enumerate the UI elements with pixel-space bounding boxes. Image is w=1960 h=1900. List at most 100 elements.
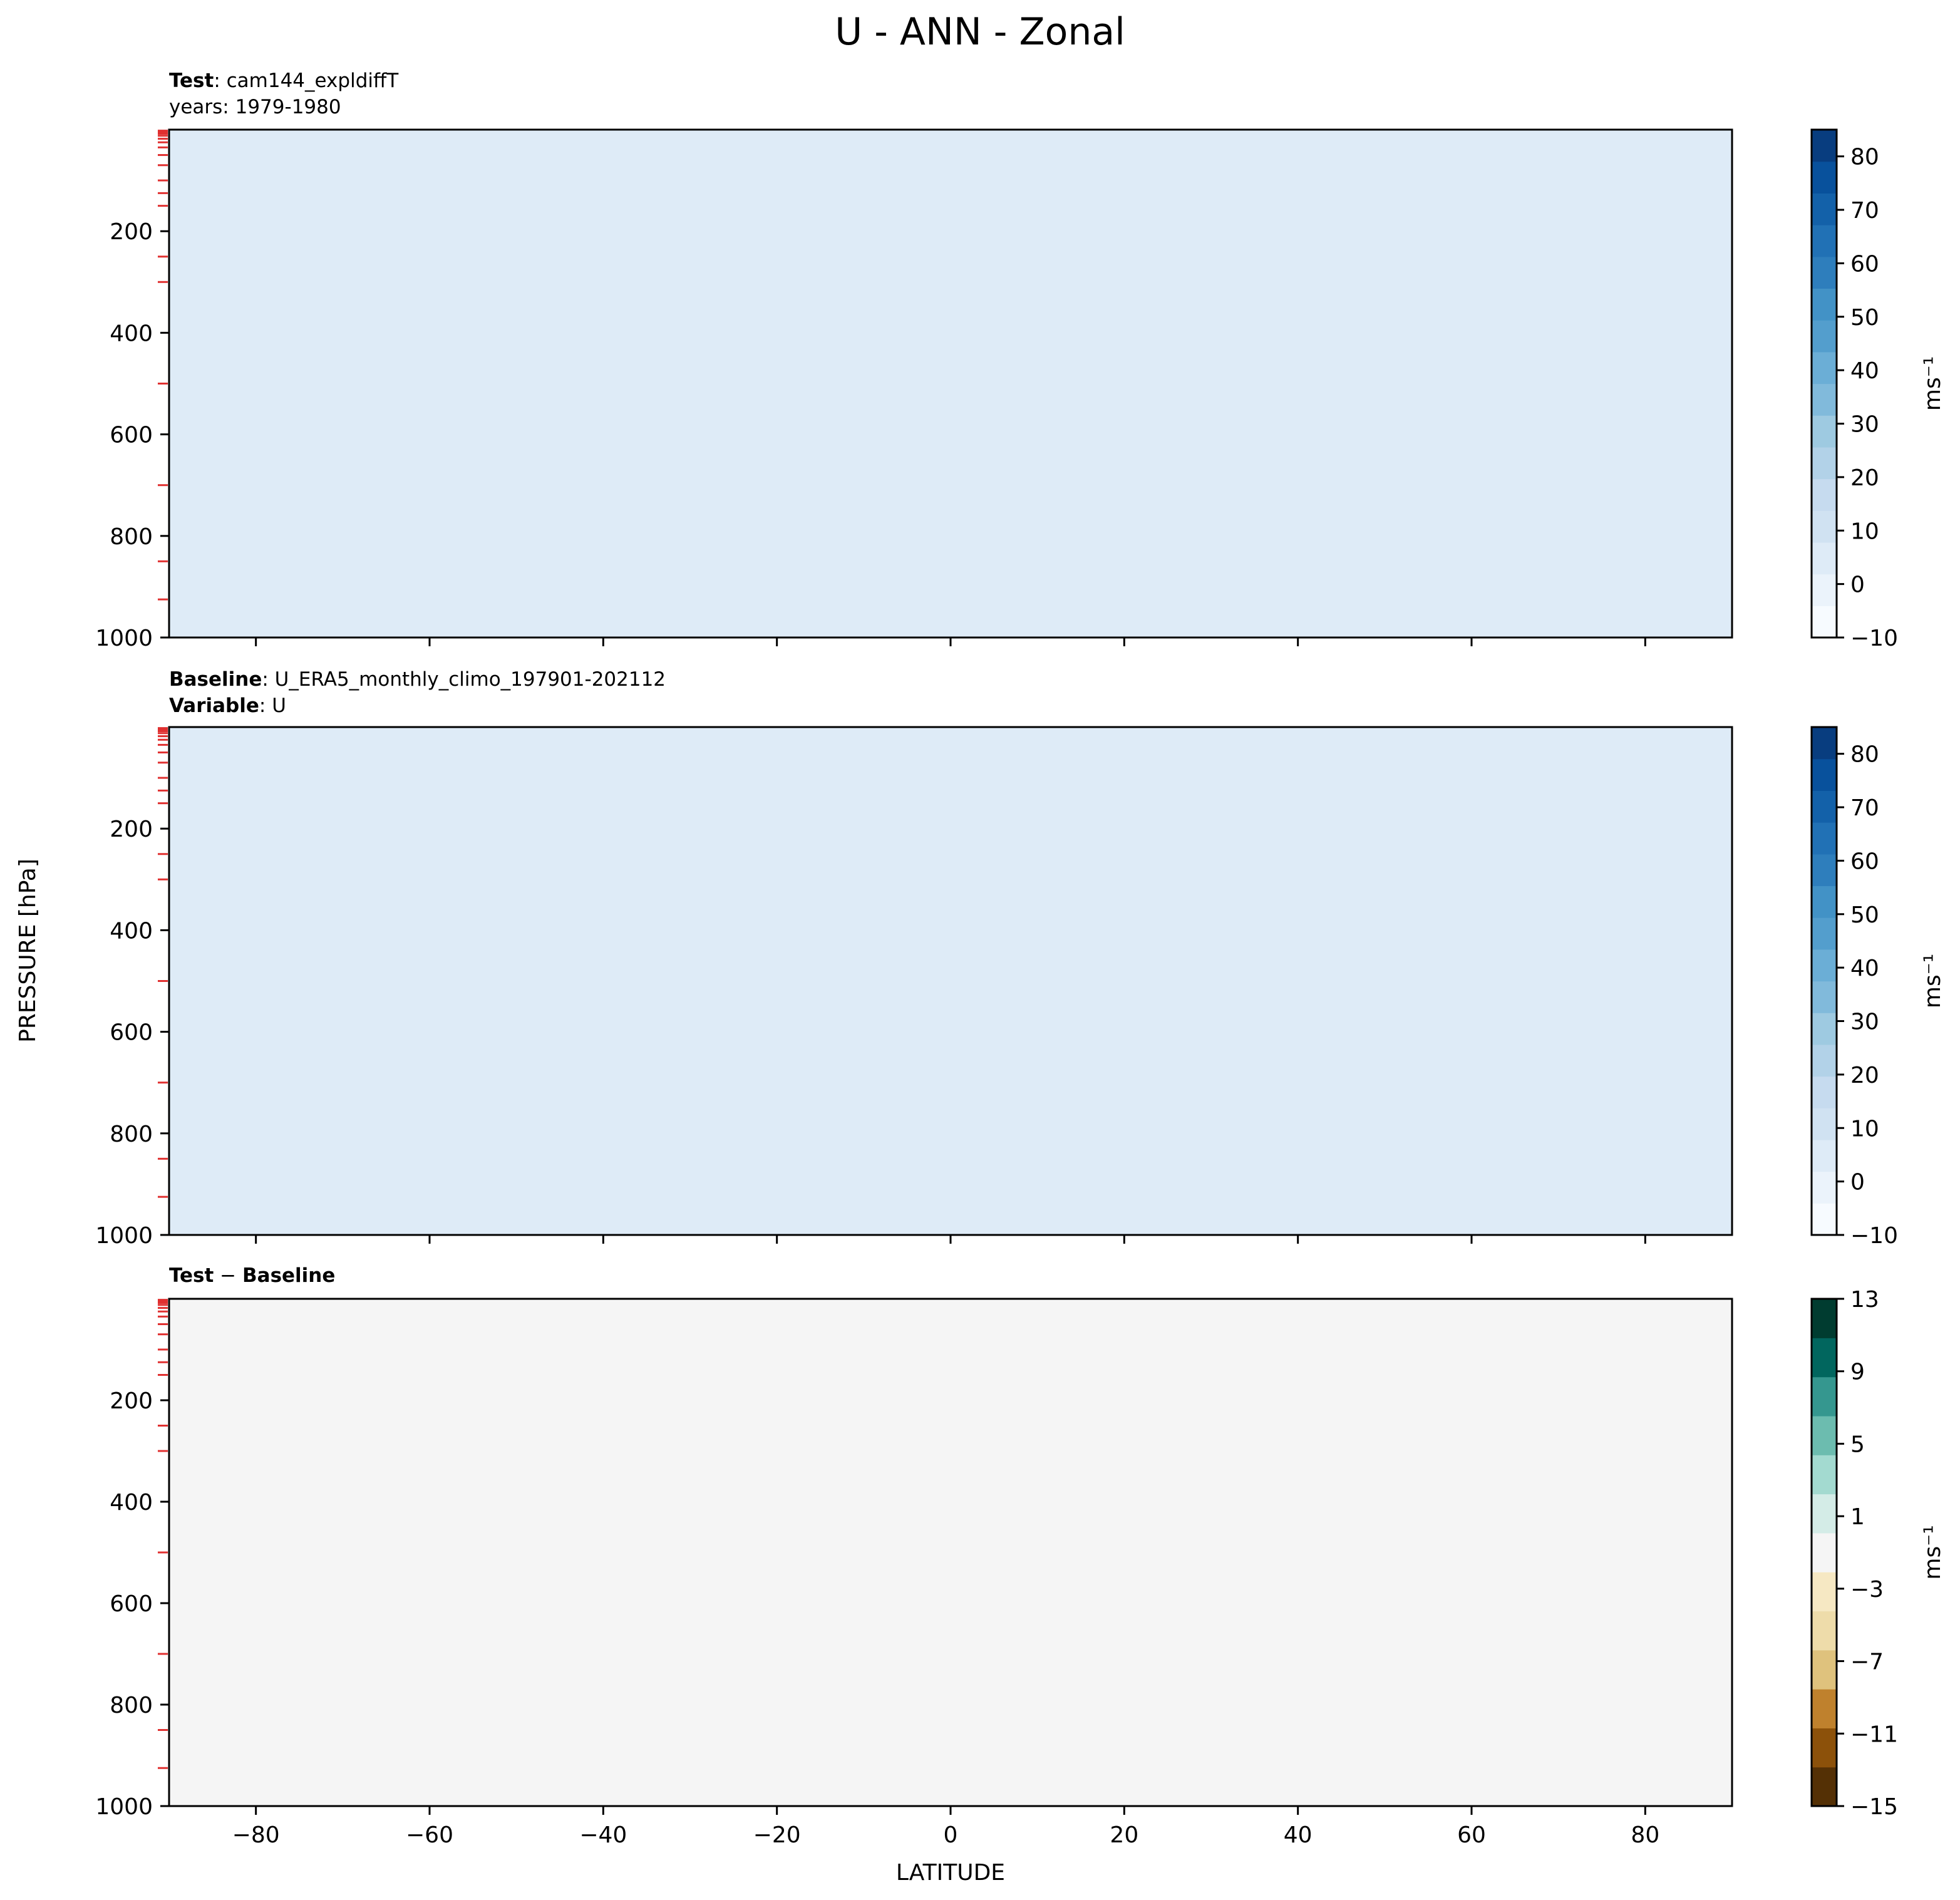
colorbar-swatch [1812, 478, 1837, 511]
y-tick-label: 200 [110, 817, 153, 842]
variable-label: Variable [169, 694, 259, 717]
colorbar-tick-label: 30 [1850, 412, 1879, 438]
diff-label-test: Test [169, 1264, 214, 1287]
colorbar-swatch [1812, 1376, 1837, 1417]
contour-region [169, 727, 1732, 1235]
contour-region [169, 1299, 1732, 1806]
x-tick-label: 20 [1110, 1822, 1138, 1848]
colorbar-swatch [1812, 1728, 1837, 1768]
x-tick-label: 0 [944, 1822, 958, 1848]
colorbar-swatch [1812, 1299, 1837, 1338]
colorbar-label: ms⁻¹ [1920, 954, 1946, 1008]
colorbar-tick-label: 1 [1850, 1504, 1865, 1530]
colorbar-tick-label: −10 [1850, 1223, 1898, 1249]
colorbar-swatch [1812, 574, 1837, 606]
baseline-subtitle: Baseline: U_ERA5_monthly_climo_197901-20… [169, 666, 666, 719]
test-case-name: : cam144_expldiffT [214, 70, 399, 92]
colorbar-swatch [1812, 1532, 1837, 1572]
x-tick-label: 80 [1631, 1822, 1659, 1848]
x-tick-label: −20 [753, 1822, 801, 1848]
colorbar-tick-label: 0 [1850, 572, 1865, 598]
x-tick-label: 60 [1457, 1822, 1486, 1848]
colorbar-swatch [1812, 320, 1837, 353]
colorbar-swatch [1812, 885, 1837, 918]
panel-2: 200 400 600 800 1000 −10 0 10 20 30 40 50 60 70 80 ms⁻¹ [95, 726, 1946, 1249]
x-axis-label: LATITUDE [896, 1860, 1005, 1886]
colorbar-swatch [1812, 1689, 1837, 1728]
contour-field [169, 727, 1732, 1235]
colorbar-swatch [1812, 1013, 1837, 1045]
colorbar-tick-label: 20 [1850, 465, 1879, 491]
x-tick-label: −60 [406, 1822, 453, 1848]
baseline-file-name: : U_ERA5_monthly_climo_197901-202112 [262, 668, 666, 691]
colorbar-swatch [1812, 1650, 1837, 1690]
colorbar-swatch [1812, 383, 1837, 416]
colorbar-swatch [1812, 1076, 1837, 1108]
colorbar-tick-label: 50 [1850, 902, 1879, 928]
test-years: years: 1979-1980 [169, 96, 341, 118]
colorbar-swatch [1812, 1108, 1837, 1140]
colorbar-swatch [1812, 606, 1837, 638]
x-tick-label: −80 [232, 1822, 280, 1848]
colorbar-label: ms⁻¹ [1920, 356, 1946, 411]
colorbar-swatch [1812, 130, 1837, 162]
colorbar-swatch [1812, 1767, 1837, 1807]
colorbar-tick-label: 10 [1850, 1116, 1879, 1142]
colorbar-swatch [1812, 1455, 1837, 1495]
test-label: Test [169, 70, 214, 92]
colorbar-swatch [1812, 1139, 1837, 1172]
variable-name: : U [259, 694, 286, 717]
colorbar-swatch [1812, 161, 1837, 194]
diff-subtitle: Test − Baseline [169, 1262, 335, 1289]
colorbar-tick-label: −10 [1850, 626, 1898, 651]
colorbar-swatch [1812, 1171, 1837, 1204]
colorbar-tick-label: 9 [1850, 1360, 1865, 1385]
colorbar-frame [1810, 726, 1838, 1236]
colorbar-tick-label: 10 [1850, 519, 1879, 544]
colorbar-swatch [1812, 1415, 1837, 1455]
colorbar-swatch [1812, 1044, 1837, 1077]
x-tick-label: 40 [1284, 1822, 1313, 1848]
colorbar-swatch [1812, 351, 1837, 385]
y-axis-label: PRESSURE [hPa] [15, 859, 41, 1043]
y-tick-label: 200 [110, 219, 153, 245]
colorbar-swatch [1812, 256, 1837, 289]
test-subtitle: Test: cam144_expldiffT years: 1979-1980 [169, 68, 398, 120]
colorbar-swatch [1812, 854, 1837, 887]
colorbar: −10 0 10 20 30 40 50 60 70 80 ms⁻¹ [1810, 128, 1946, 651]
y-tick-label: 600 [110, 1020, 153, 1046]
colorbar-swatch [1812, 415, 1837, 448]
contour-field [169, 130, 1732, 638]
colorbar-tick-label: 40 [1850, 358, 1879, 384]
colorbar-tick-label: 50 [1850, 305, 1879, 331]
colorbar-swatch [1812, 1572, 1837, 1612]
panel-3: −80 −60 −40 −20 0 20 40 60 80 200 400 600 800 1000 −15… [95, 1287, 1946, 1848]
colorbar-frame [1810, 1298, 1838, 1807]
colorbar-tick-label: −11 [1850, 1722, 1898, 1747]
y-tick-label: 800 [110, 1122, 153, 1147]
colorbar-tick-label: −15 [1850, 1794, 1898, 1820]
y-tick-label: 1000 [95, 626, 153, 651]
colorbar: −10 0 10 20 30 40 50 60 70 80 ms⁻¹ [1810, 726, 1946, 1249]
colorbar-tick-label: 5 [1850, 1432, 1865, 1457]
colorbar-swatch [1812, 193, 1837, 225]
colorbar-swatch [1812, 758, 1837, 791]
y-tick-label: 1000 [95, 1794, 153, 1820]
panel-1: 200 400 600 800 1000 −10 0 10 20 30 40 50 60 70 80 ms⁻¹ [95, 128, 1946, 651]
y-tick-label: 400 [110, 321, 153, 346]
colorbar-tick-label: 20 [1850, 1063, 1879, 1088]
figure-title: U - ANN - Zonal [835, 10, 1125, 54]
colorbar-tick-label: 13 [1850, 1287, 1879, 1313]
colorbar-swatch [1812, 542, 1837, 575]
y-tick-label: 200 [110, 1388, 153, 1414]
colorbar-tick-label: −3 [1850, 1577, 1884, 1603]
colorbar-tick-label: 80 [1850, 742, 1879, 768]
colorbar-swatch [1812, 447, 1837, 480]
colorbar-tick-label: −7 [1850, 1650, 1884, 1675]
colorbar-swatch [1812, 225, 1837, 257]
y-tick-label: 400 [110, 918, 153, 944]
colorbar-swatch [1812, 1338, 1837, 1378]
colorbar-tick-label: 60 [1850, 849, 1879, 874]
diff-label-sep: − [214, 1264, 243, 1287]
colorbar-swatch [1812, 790, 1837, 823]
